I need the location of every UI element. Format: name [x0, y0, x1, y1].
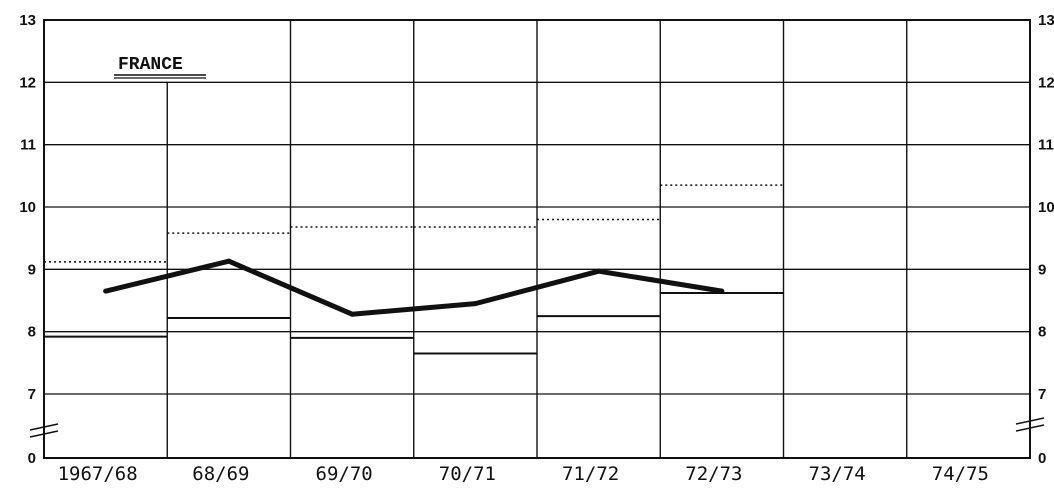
thick-series-point [719, 288, 725, 294]
y-tick-label-left: 7 [28, 386, 36, 403]
y-tick-label-right: 7 [1038, 386, 1046, 403]
thick-series-point [472, 301, 478, 307]
x-category-label: 68/69 [192, 463, 249, 485]
y-tick-label-right: 0 [1038, 450, 1046, 467]
y-tick-label-left: 9 [28, 261, 36, 278]
y-tick-label-right: 12 [1038, 74, 1054, 91]
y-tick-label-left: 8 [28, 324, 36, 341]
grid [29, 19, 1045, 459]
y-tick-label-right: 10 [1038, 199, 1054, 216]
axis-break-mark-left [29, 430, 59, 438]
axis-break-mark-left [29, 423, 59, 431]
thick-series-point [349, 311, 355, 317]
axis-break-mark-right [1015, 417, 1045, 425]
thick-series-point [596, 268, 602, 274]
y-tick-label-left: 12 [19, 74, 36, 91]
y-tick-label-left: 11 [20, 137, 36, 154]
x-category-labels: 1967/68 68/69 69/70 70/71 71/72 72/73 73/74 74/… [58, 463, 989, 485]
y-tick-label-left: 10 [19, 199, 36, 216]
chart-title: FRANCE [118, 55, 183, 75]
y-tick-label-right: 13 [1038, 12, 1054, 29]
thick-series-point [103, 288, 109, 294]
axis-break-mark-right [1015, 424, 1045, 432]
x-category-label: 71/72 [562, 463, 619, 485]
y-tick-labels: 0 7 8 9 10 11 12 13 0 7 8 9 10 11 12 13 [19, 12, 1054, 467]
y-tick-label-left: 0 [28, 450, 36, 467]
x-category-label: 72/73 [685, 463, 742, 485]
y-tick-label-right: 11 [1038, 137, 1054, 154]
thick-series-line [105, 258, 723, 317]
y-tick-label-right: 9 [1038, 261, 1046, 278]
x-category-label: 70/71 [439, 463, 496, 485]
y-tick-label-right: 8 [1038, 324, 1046, 341]
thick-series-point [226, 258, 232, 264]
y-tick-label-left: 13 [19, 12, 36, 29]
x-category-label: 74/75 [932, 463, 989, 485]
x-category-label: 1967/68 [58, 463, 138, 485]
x-category-label: 73/74 [809, 463, 866, 485]
data-marks [44, 184, 784, 355]
x-category-label: 69/70 [316, 463, 373, 485]
